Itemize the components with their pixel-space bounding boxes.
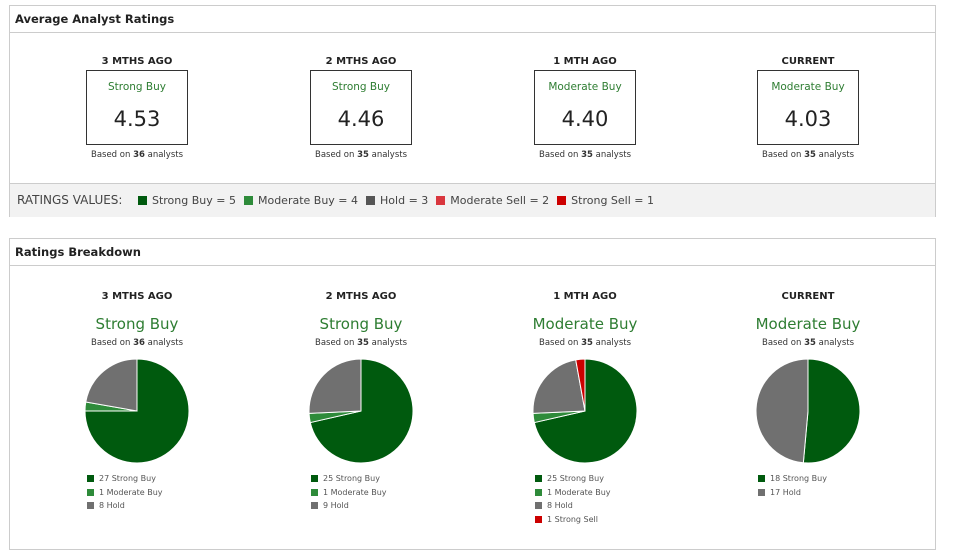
pie-legend: 25 Strong Buy 1 Moderate Buy 9 Hold <box>311 472 411 513</box>
pie-legend-item: 1 Moderate Buy <box>87 486 187 500</box>
swatch <box>243 196 253 205</box>
pie-legend-item: 8 Hold <box>535 499 635 513</box>
rating-column: 1 MTH AGO Moderate Buy 4.40 Based on 35 … <box>485 56 685 160</box>
rating-label: Strong Buy <box>107 81 167 93</box>
swatch <box>87 488 94 496</box>
rating-label: Strong Buy <box>331 81 391 93</box>
swatch <box>535 515 542 523</box>
pie-slice-hold[interactable] <box>85 358 138 412</box>
swatch <box>535 475 542 482</box>
ratings-pie-chart <box>308 358 414 464</box>
breakdown-column: 2 MTHS AGO Strong Buy Based on 35 analys… <box>261 291 461 513</box>
period-title: 1 MTH AGO <box>553 291 617 302</box>
analyst-count: Based on 35 analysts <box>314 150 408 160</box>
rating-box: Strong Buy 4.53 <box>86 70 188 145</box>
ratings-pie-chart <box>755 358 861 464</box>
pie-legend-item: 17 Hold <box>758 486 858 500</box>
period-title: CURRENT <box>781 291 835 302</box>
rating-box: Moderate Buy 4.03 <box>757 70 859 145</box>
consensus-label: Strong Buy <box>319 315 403 333</box>
rating-box: Strong Buy 4.46 <box>310 70 412 145</box>
analyst-count: Based on 35 analysts <box>761 150 855 160</box>
pie-legend-item: 18 Strong Buy <box>758 472 858 486</box>
period-title: 3 MTHS AGO <box>101 291 173 302</box>
rating-box: Moderate Buy 4.40 <box>534 70 636 145</box>
swatch <box>436 196 446 205</box>
pie-slice-strong-buy[interactable] <box>802 358 861 464</box>
period-title: CURRENT <box>781 56 835 67</box>
pie-legend-item: 25 Strong Buy <box>311 472 411 486</box>
legend-item-strong-buy: Strong Buy = 5 <box>137 194 236 207</box>
swatch <box>137 196 147 205</box>
consensus-label: Moderate Buy <box>755 315 861 333</box>
analyst-count: Based on 35 analysts <box>761 338 855 348</box>
pie-legend-item: 8 Hold <box>87 499 187 513</box>
swatch <box>366 196 376 205</box>
swatch <box>535 488 542 496</box>
pie-slice-hold[interactable] <box>755 358 809 464</box>
legend-title: RATINGS VALUES: <box>17 193 123 207</box>
ratings-pie-chart <box>84 358 190 464</box>
consensus-label: Strong Buy <box>95 315 179 333</box>
rating-label: Moderate Buy <box>548 81 622 93</box>
average-analyst-ratings-panel: Average Analyst Ratings 3 MTHS AGO Stron… <box>9 5 936 217</box>
pie-slice-strong-buy[interactable] <box>84 358 190 464</box>
ratings-pie-chart <box>532 358 638 464</box>
pie-legend: 25 Strong Buy 1 Moderate Buy 8 Hold 1 Stron… <box>535 472 635 526</box>
rating-label: Moderate Buy <box>771 81 845 93</box>
rating-value: 4.40 <box>561 107 609 131</box>
legend-item-moderate-buy: Moderate Buy = 4 <box>243 194 358 207</box>
swatch <box>535 502 542 509</box>
swatch <box>557 196 567 205</box>
period-title: 2 MTHS AGO <box>325 291 397 302</box>
analyst-count: Based on 36 analysts <box>90 338 184 348</box>
analyst-count: Based on 35 analysts <box>538 338 632 348</box>
analyst-count: Based on 36 analysts <box>90 150 184 160</box>
pie-legend-item: 27 Strong Buy <box>87 472 187 486</box>
panel-title: Ratings Breakdown <box>10 239 935 266</box>
swatch <box>87 502 94 509</box>
swatch <box>311 502 318 509</box>
ratings-values-legend: RATINGS VALUES: Strong Buy = 5 Moderate B… <box>10 183 935 217</box>
period-title: 3 MTHS AGO <box>101 56 173 67</box>
rating-value: 4.46 <box>337 107 385 131</box>
swatch <box>758 475 765 482</box>
pie-legend-item: 1 Strong Sell <box>535 513 635 527</box>
swatch <box>87 475 94 482</box>
period-title: 2 MTHS AGO <box>325 56 397 67</box>
rating-column: 2 MTHS AGO Strong Buy 4.46 Based on 35 a… <box>261 56 461 160</box>
breakdown-column: 3 MTHS AGO Strong Buy Based on 36 analys… <box>37 291 237 513</box>
analyst-count: Based on 35 analysts <box>538 150 632 160</box>
legend-item-strong-sell: Strong Sell = 1 <box>557 194 654 207</box>
consensus-label: Moderate Buy <box>532 315 638 333</box>
swatch <box>758 488 765 496</box>
period-title: 1 MTH AGO <box>553 56 617 67</box>
rating-value: 4.53 <box>113 107 161 131</box>
pie-legend: 18 Strong Buy 17 Hold <box>758 472 858 499</box>
legend-item-moderate-sell: Moderate Sell = 2 <box>436 194 549 207</box>
swatch <box>311 475 318 482</box>
pie-legend: 27 Strong Buy 1 Moderate Buy 8 Hold <box>87 472 187 513</box>
rating-column: 3 MTHS AGO Strong Buy 4.53 Based on 36 a… <box>37 56 237 160</box>
pie-legend-item: 25 Strong Buy <box>535 472 635 486</box>
pie-slice-strong-buy[interactable] <box>309 358 414 464</box>
pie-legend-item: 1 Moderate Buy <box>535 486 635 500</box>
panel-title: Average Analyst Ratings <box>10 6 935 33</box>
pie-slice-hold[interactable] <box>308 358 362 414</box>
pie-slice-strong-buy[interactable] <box>533 358 638 464</box>
ratings-breakdown-panel: Ratings Breakdown 3 MTHS AGO Strong Buy … <box>9 238 936 550</box>
pie-slice-strong-sell[interactable] <box>575 358 586 412</box>
breakdown-column: CURRENT Moderate Buy Based on 35 analyst… <box>708 291 908 499</box>
pie-legend-item: 9 Hold <box>311 499 411 513</box>
analyst-count: Based on 35 analysts <box>314 338 408 348</box>
rating-column: CURRENT Moderate Buy 4.03 Based on 35 an… <box>708 56 908 160</box>
pie-slice-hold[interactable] <box>532 359 586 414</box>
swatch <box>311 488 318 496</box>
breakdown-column: 1 MTH AGO Moderate Buy Based on 35 analy… <box>485 291 685 526</box>
legend-item-hold: Hold = 3 <box>366 194 428 207</box>
pie-legend-item: 1 Moderate Buy <box>311 486 411 500</box>
rating-value: 4.03 <box>784 107 832 131</box>
